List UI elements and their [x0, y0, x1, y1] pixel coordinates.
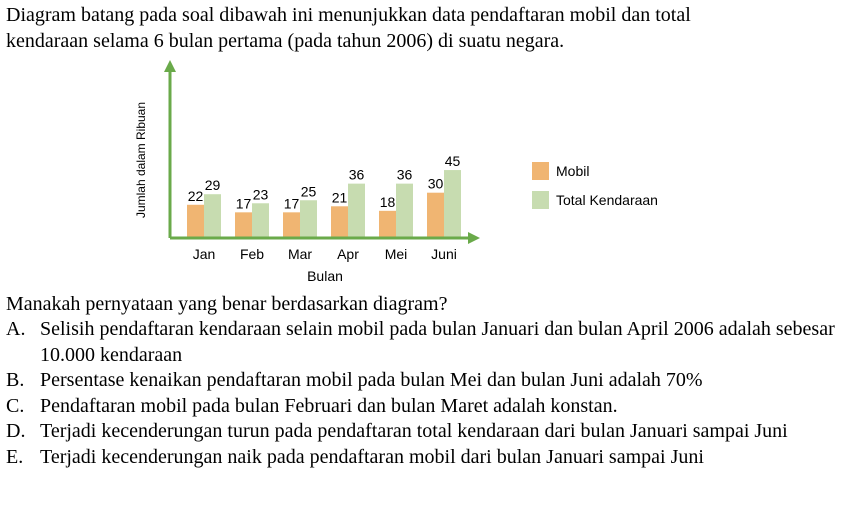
legend: Mobil Total Kendaraan [532, 162, 658, 209]
option-b[interactable]: B. Persentase kenaikan pendaftaran mobil… [6, 368, 858, 394]
option-text: Persentase kenaikan pendaftaran mobil pa… [40, 369, 703, 391]
bar-value-label: 17 [236, 195, 252, 211]
bar-value-label: 21 [332, 189, 348, 205]
option-letter: A. [6, 318, 26, 340]
intro-line-1: Diagram batang pada soal dibawah ini men… [6, 4, 691, 26]
bar-total-kendaraan [300, 200, 317, 238]
bar-mobil [235, 212, 252, 238]
bar-value-label: 18 [380, 194, 396, 210]
intro-line-2: kendaraan selama 6 bulan pertama (pada t… [6, 30, 565, 52]
bar-mobil [427, 192, 444, 238]
bar-value-label: 29 [205, 177, 221, 193]
bar-total-kendaraan [396, 183, 413, 238]
x-tick-label: Feb [240, 246, 264, 262]
x-tick-label: Mar [288, 246, 312, 262]
option-e[interactable]: E. Terjadi kecenderungan naik pada penda… [6, 445, 858, 471]
option-letter: E. [6, 445, 24, 468]
option-c[interactable]: C. Pendaftaran mobil pada bulan Februari… [6, 394, 858, 420]
legend-label-total-kendaraan: Total Kendaraan [556, 192, 658, 208]
option-text: Pendaftaran mobil pada bulan Februari da… [40, 394, 618, 417]
option-letter: D. [6, 420, 26, 442]
y-axis-arrow [164, 60, 176, 72]
bar-total-kendaraan [444, 170, 461, 238]
option-a[interactable]: A. Selisih pendaftaran kendaraan selain … [6, 317, 858, 368]
x-axis-arrow [468, 232, 480, 244]
bar-total-kendaraan [348, 183, 365, 238]
bar-value-label: 23 [253, 186, 269, 202]
y-axis-title: Jumlah dalam Ribuan [134, 102, 148, 218]
bar-value-label: 22 [188, 188, 204, 204]
legend-swatch-total-kendaraan [532, 191, 549, 209]
x-tick-label: Apr [337, 246, 359, 262]
bar-mobil [331, 206, 348, 238]
x-tick-label: Mei [385, 246, 408, 262]
legend-label-mobil: Mobil [556, 163, 589, 179]
legend-swatch-mobil [532, 162, 549, 180]
question-text: Manakah pernyataan yang benar berdasarka… [6, 293, 448, 315]
bar-value-label: 17 [284, 195, 300, 211]
bar-mobil [379, 210, 396, 238]
x-tick-label: Jan [193, 246, 216, 262]
bar-total-kendaraan [252, 203, 269, 238]
answer-options: A. Selisih pendaftaran kendaraan selain … [6, 317, 858, 470]
option-letter: C. [6, 394, 25, 417]
bar-value-label: 36 [349, 167, 365, 183]
bar-value-label: 30 [428, 176, 444, 192]
option-text: Terjadi kecenderungan naik pada pendafta… [40, 445, 704, 468]
problem-intro: Diagram batang pada soal dibawah ini men… [6, 2, 856, 54]
bar-mobil [187, 204, 204, 238]
bar-mobil [283, 212, 300, 238]
x-tick-labels: Jan Feb Mar Apr Mei Juni [193, 246, 457, 262]
bar-value-label: 25 [301, 183, 317, 199]
option-d[interactable]: D. Terjadi kecenderungan turun pada pend… [6, 419, 858, 445]
option-text: Selisih pendaftaran kendaraan selain mob… [40, 318, 835, 366]
option-text: Terjadi kecenderungan turun pada pendaft… [40, 420, 788, 442]
x-axis-title: Bulan [307, 268, 343, 284]
bar-value-label: 45 [445, 153, 461, 169]
bars-layer [187, 170, 461, 238]
x-tick-label: Juni [431, 246, 457, 262]
bar-value-label: 36 [397, 167, 413, 183]
bar-total-kendaraan [204, 194, 221, 238]
option-letter: B. [6, 369, 25, 391]
